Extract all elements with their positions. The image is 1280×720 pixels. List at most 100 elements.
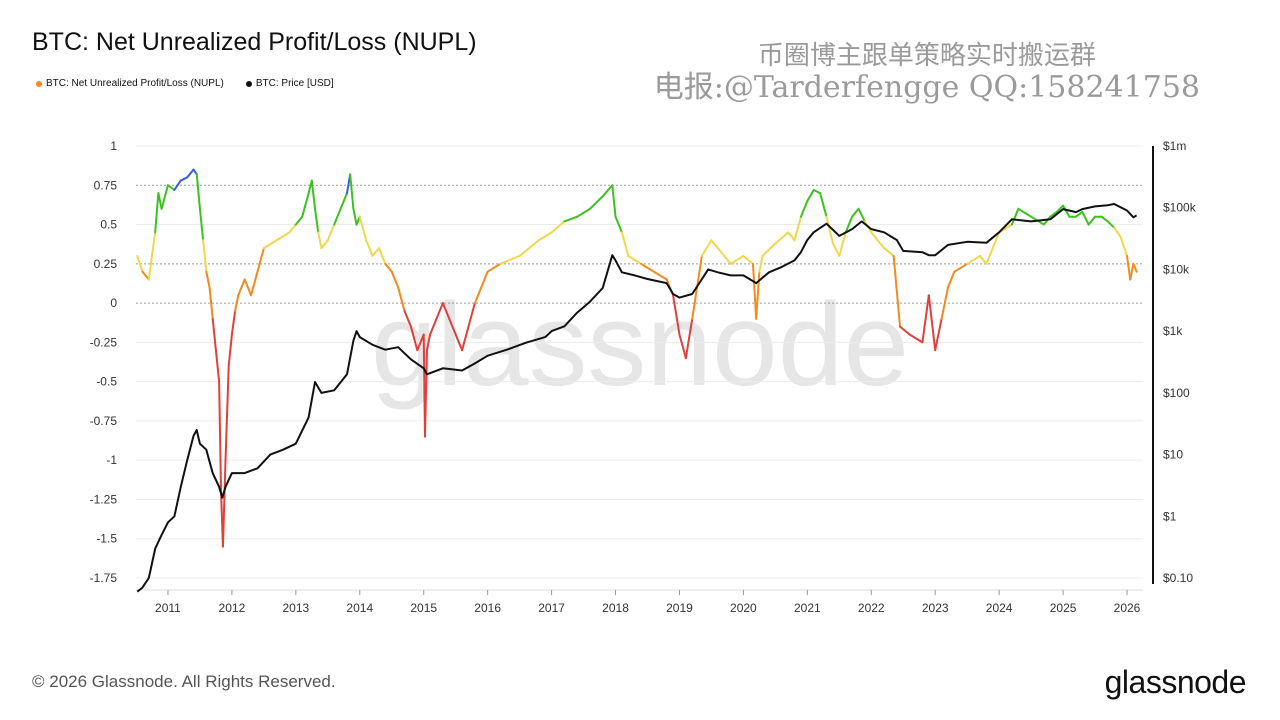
nupl-segment bbox=[518, 239, 540, 257]
left-tick-label: -0.25 bbox=[90, 335, 118, 349]
nupl-segment bbox=[486, 262, 502, 273]
nupl-segment bbox=[154, 192, 160, 234]
x-tick-label: 2017 bbox=[538, 601, 565, 615]
nupl-segment bbox=[294, 215, 304, 226]
legend-label-price: BTC: Price [USD] bbox=[255, 78, 334, 89]
nupl-segment bbox=[700, 239, 713, 257]
nupl-segment bbox=[237, 278, 246, 297]
nupl-segment bbox=[934, 317, 943, 352]
nupl-segment bbox=[799, 199, 809, 218]
left-tick-label: -1 bbox=[106, 453, 117, 467]
nupl-segment bbox=[208, 286, 214, 320]
nupl-segment bbox=[371, 247, 380, 257]
x-axis: 2011 2012 2013 2014 2015 2016 2017 2018 2019 2020… bbox=[136, 589, 1143, 615]
nupl-segment bbox=[825, 215, 834, 245]
nupl-segment bbox=[435, 302, 444, 320]
nupl-segment bbox=[1010, 207, 1020, 226]
nupl-segment bbox=[339, 192, 348, 210]
x-tick-label: 2013 bbox=[282, 601, 309, 615]
nupl-segment bbox=[576, 207, 591, 218]
nupl-segment bbox=[416, 333, 425, 352]
nupl-segment bbox=[812, 188, 822, 195]
nupl-segment bbox=[892, 254, 902, 328]
nupl-segment bbox=[349, 173, 355, 210]
nupl-segment bbox=[186, 168, 195, 179]
nupl-segment bbox=[819, 192, 828, 218]
nupl-segment bbox=[1081, 210, 1090, 226]
x-tick-label: 2016 bbox=[474, 601, 501, 615]
nupl-segment bbox=[397, 286, 406, 312]
nupl-segment bbox=[793, 215, 802, 242]
x-tick-label: 2026 bbox=[1114, 601, 1141, 615]
nupl-segment bbox=[946, 270, 956, 289]
nupl-segment bbox=[1062, 204, 1071, 218]
nupl-segment bbox=[851, 207, 860, 218]
nupl-segment bbox=[390, 270, 400, 289]
nupl-segment bbox=[288, 223, 297, 234]
glassnode-logo[interactable]: glassnode bbox=[1104, 664, 1247, 700]
right-axis: $1m $100k $10k $1k $100 $10 $1 $0.10 bbox=[1152, 139, 1197, 585]
nupl-segment bbox=[179, 176, 189, 182]
nupl-segment bbox=[429, 317, 438, 336]
left-axis: 1 0.75 0.5 0.25 0 -0.25 -0.5 -0.75 -1 -1.25 -1.5 -1… bbox=[90, 139, 118, 585]
right-tick-label: $10k bbox=[1163, 262, 1190, 276]
right-tick-label: $100 bbox=[1163, 386, 1190, 400]
background-logo: glassnode bbox=[371, 279, 909, 411]
nupl-segment bbox=[262, 239, 278, 250]
left-tick-label: 0.75 bbox=[94, 178, 118, 192]
nupl-segment bbox=[157, 192, 163, 210]
nupl-segment bbox=[352, 207, 358, 226]
nupl-segment bbox=[214, 349, 221, 383]
nupl-segment bbox=[921, 294, 930, 344]
nupl-segment bbox=[198, 207, 205, 242]
nupl-segment bbox=[202, 239, 208, 273]
x-tick-label: 2024 bbox=[986, 601, 1013, 615]
watermark-text: 币圈博主跟单策略实时搬运群 电报:@Tarderfengge QQ:158241… bbox=[654, 40, 1200, 104]
legend-dot-nupl bbox=[36, 80, 42, 87]
nupl-segment bbox=[678, 333, 687, 360]
nupl-segment bbox=[710, 239, 719, 250]
nupl-segment bbox=[978, 254, 988, 265]
x-tick-label: 2021 bbox=[794, 601, 821, 615]
nupl-segment bbox=[831, 242, 841, 257]
nupl-segment bbox=[250, 247, 265, 297]
nupl-segment bbox=[454, 333, 464, 352]
nupl-segment bbox=[310, 179, 317, 210]
nupl-segment bbox=[953, 262, 969, 273]
nupl-segment bbox=[985, 247, 994, 265]
nupl-segment bbox=[1132, 262, 1138, 273]
legend-item-nupl[interactable]: BTC: Net Unrealized Profit/Loss (NUPL) bbox=[36, 78, 224, 89]
nupl-segment bbox=[1113, 226, 1122, 239]
nupl-segment bbox=[1049, 210, 1058, 218]
nupl-segment bbox=[758, 254, 764, 273]
right-tick-label: $1m bbox=[1163, 139, 1186, 153]
nupl-segment bbox=[467, 302, 476, 328]
x-tick-label: 2025 bbox=[1050, 601, 1077, 615]
left-tick-label: -1.5 bbox=[96, 532, 117, 546]
right-tick-label: $100k bbox=[1163, 201, 1197, 215]
nupl-segment bbox=[614, 215, 623, 234]
nupl-segment bbox=[234, 294, 240, 312]
left-tick-label: 0 bbox=[110, 296, 117, 310]
nupl-segment bbox=[1129, 262, 1135, 281]
nupl-segment bbox=[672, 294, 681, 336]
nupl-segment bbox=[384, 262, 393, 273]
right-tick-label: $0.10 bbox=[1163, 571, 1193, 585]
nupl-segment bbox=[627, 254, 643, 265]
nupl-segment bbox=[320, 239, 329, 250]
nupl-segment bbox=[908, 333, 924, 344]
nupl-segment bbox=[221, 459, 227, 548]
x-tick-label: 2015 bbox=[410, 601, 437, 615]
chart-title: BTC: Net Unrealized Profit/Loss (NUPL) bbox=[32, 28, 477, 56]
left-tick-label: -0.75 bbox=[90, 414, 118, 428]
watermark-line-2: 电报:@Tarderfengge QQ:158241758 bbox=[653, 70, 1200, 105]
nupl-segment bbox=[243, 278, 253, 297]
nupl-segment bbox=[473, 286, 483, 305]
nupl-segment bbox=[365, 239, 374, 257]
left-tick-label: 1 bbox=[110, 139, 117, 153]
nupl-segment bbox=[588, 195, 604, 210]
nupl-segment bbox=[940, 286, 949, 320]
legend-item-price[interactable]: BTC: Price [USD] bbox=[245, 78, 334, 89]
nupl-segment bbox=[787, 231, 796, 242]
